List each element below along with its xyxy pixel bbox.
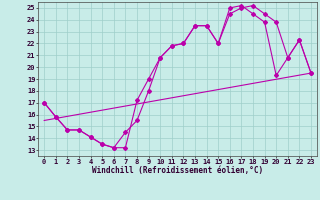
X-axis label: Windchill (Refroidissement éolien,°C): Windchill (Refroidissement éolien,°C) [92, 166, 263, 175]
